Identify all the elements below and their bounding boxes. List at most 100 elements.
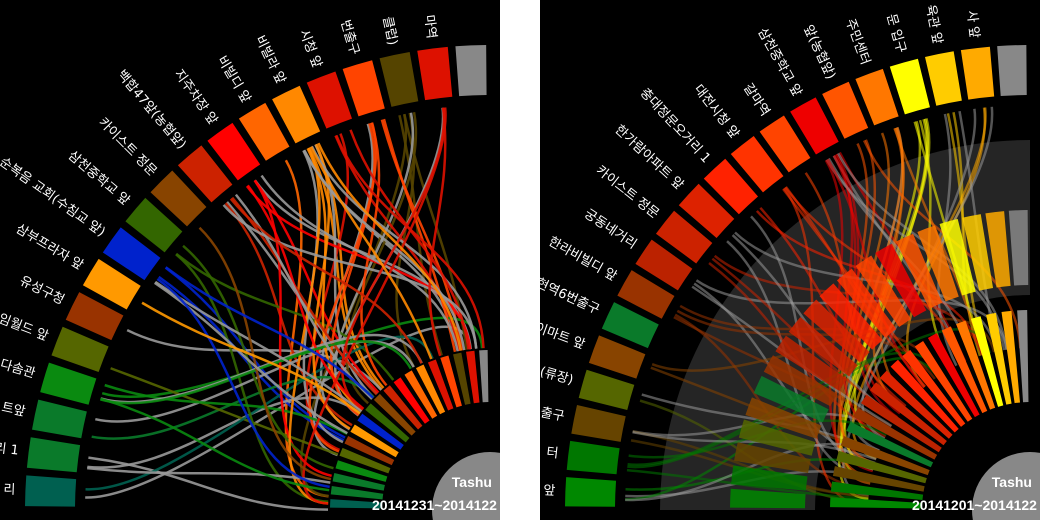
station-label: 다솜관 [0, 357, 37, 382]
station-box [238, 102, 290, 161]
inner-bar [902, 349, 966, 427]
date-range: 20141201~2014122 [912, 497, 1037, 513]
station-box [617, 270, 675, 319]
inner-bar [365, 403, 410, 443]
inner-bar [956, 320, 996, 410]
chord [141, 301, 361, 415]
chord [156, 278, 330, 489]
inner-bar [383, 385, 423, 430]
station-bar [763, 355, 838, 407]
chord [382, 118, 457, 353]
station-box [703, 158, 759, 215]
inner-bar [330, 499, 383, 509]
chord [88, 456, 329, 511]
station-label: 문 입구 [883, 12, 908, 55]
caption: Tashu [452, 474, 492, 490]
inner-bar [339, 447, 391, 474]
station-box [207, 122, 261, 181]
station-bar [1008, 210, 1029, 286]
station-bar [962, 214, 994, 291]
chord [104, 383, 348, 435]
station-label: 출구 [540, 405, 566, 424]
chord [87, 466, 331, 484]
inner-bar [332, 473, 385, 491]
station-box [578, 369, 635, 410]
station-box [730, 135, 784, 193]
chords [85, 107, 485, 511]
station-label: 타임월드 앞 [0, 307, 50, 344]
station-box [306, 71, 353, 129]
station-label: 번출구 [337, 18, 362, 57]
station-label: (류장) [540, 365, 575, 389]
station-box [65, 292, 124, 341]
chord [175, 253, 329, 503]
inner-bar [453, 352, 471, 405]
station-box [678, 183, 735, 239]
station-box [855, 68, 899, 126]
chord [100, 340, 412, 405]
station-box [272, 85, 321, 144]
station-bar [730, 488, 806, 509]
inner-bar [440, 355, 462, 408]
station-label: 마역 [421, 14, 439, 40]
station-bar [819, 283, 883, 350]
station-bar [917, 225, 959, 302]
station-box [417, 46, 453, 101]
inner-bar [373, 393, 416, 436]
station-label: 비빌디 앞 [214, 53, 254, 105]
station-box [566, 440, 620, 475]
chord [231, 196, 378, 396]
chord [310, 145, 478, 349]
chord [341, 107, 446, 412]
inner-bar [879, 370, 953, 439]
station-label: 리 1 [0, 441, 20, 459]
station-bar [753, 375, 829, 423]
station-box [150, 170, 207, 227]
station-label: 클럽) [379, 15, 400, 46]
station-box [790, 97, 839, 155]
station-bar [731, 465, 808, 491]
chord [165, 266, 375, 399]
station-bar [939, 218, 976, 296]
inner-bar [890, 359, 959, 433]
station-box [25, 475, 77, 507]
inner-bar [832, 466, 925, 492]
station-label: 트앞 [0, 400, 27, 420]
inner-bar [344, 435, 395, 466]
station-box [822, 81, 869, 139]
inner-bar [970, 316, 1004, 407]
inner-bar [914, 340, 973, 422]
chord [288, 147, 329, 505]
station-label: 대전시청 앞 [690, 82, 741, 142]
chord [260, 174, 459, 352]
inner-bar [853, 407, 938, 460]
inner-bar [1017, 310, 1029, 403]
station-label: 유성구청 [17, 274, 67, 308]
inner-bar [927, 333, 980, 418]
station-label: 현역6번출구 [540, 276, 602, 318]
inner-bar [860, 394, 942, 453]
station-box [571, 405, 626, 442]
station-bar [734, 442, 811, 474]
chord [198, 226, 332, 481]
station-label: 삼천중학교 앞 [65, 148, 133, 209]
chord [755, 210, 985, 356]
hub-core [972, 452, 1040, 520]
station-label: 앞 [543, 483, 556, 498]
inner-bar [479, 350, 489, 403]
station-label: 카이스트 정문 [593, 163, 662, 222]
station-box [342, 60, 385, 117]
inner-bar [357, 413, 404, 450]
inner-bar [986, 312, 1012, 405]
station-box [565, 477, 617, 507]
station-bar [788, 316, 858, 377]
chord [154, 280, 363, 413]
station-label: 육관 앞 [922, 3, 945, 45]
station-label: 주민센터 [842, 17, 873, 67]
station-box [588, 335, 646, 379]
inner-bar [404, 370, 438, 419]
station-box [125, 197, 183, 253]
chord [175, 252, 395, 381]
chord [627, 351, 944, 466]
